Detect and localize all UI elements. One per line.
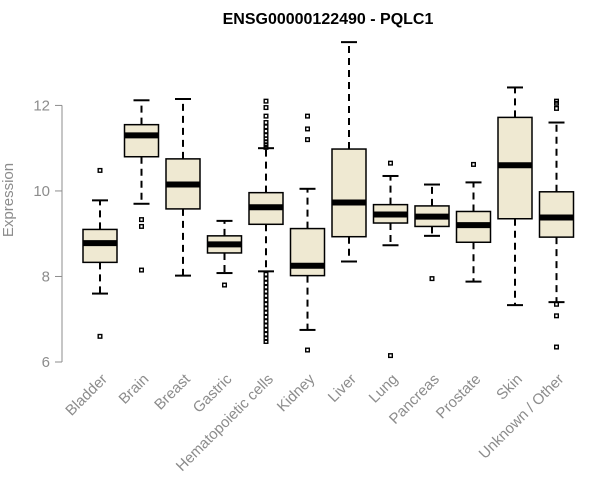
outlier-point [263, 323, 269, 329]
x-tick-label: Brain [116, 371, 153, 408]
y-tick-label: 12 [33, 97, 50, 114]
outlier-point [263, 327, 269, 333]
outlier-point [221, 282, 227, 288]
x-tick-label: Prostate [433, 371, 485, 423]
outlier-point [305, 126, 311, 132]
outlier-point [554, 344, 560, 350]
outlier-point [263, 284, 269, 290]
outlier-point [305, 137, 311, 143]
outlier-point [97, 333, 103, 339]
outlier-point [429, 276, 435, 282]
y-tick-label: 8 [42, 268, 50, 285]
outlier-point [388, 160, 394, 166]
x-tick-label: Skin [493, 371, 526, 404]
box [331, 148, 367, 238]
y-axis-label: Expression [0, 163, 17, 237]
outlier-point [138, 267, 144, 273]
outlier-point [388, 353, 394, 359]
outlier-point [263, 338, 269, 344]
outlier-point [263, 144, 269, 150]
outlier-point [263, 120, 269, 126]
x-tick-label: Breast [151, 370, 194, 413]
outlier-point [263, 113, 269, 119]
y-tick-label: 10 [33, 183, 50, 200]
outlier-point [471, 161, 477, 167]
outlier-point [138, 223, 144, 229]
outlier-point [305, 113, 311, 119]
outlier-point [263, 128, 269, 134]
chart-title: ENSG00000122490 - PQLC1 [223, 11, 434, 28]
x-tick-label: Liver [325, 371, 360, 406]
outlier-point [263, 297, 269, 303]
box [123, 123, 160, 158]
outlier-point [263, 105, 269, 111]
outlier-point [554, 313, 560, 319]
outlier-point [263, 293, 269, 299]
outlier-point [263, 310, 269, 316]
outlier-point [263, 331, 269, 337]
outlier-point [554, 105, 560, 111]
outlier-point [263, 271, 269, 277]
outlier-point [263, 314, 269, 320]
outlier-point [263, 98, 269, 104]
outlier-point [554, 100, 560, 106]
outlier-point [263, 280, 269, 286]
outlier-point [263, 301, 269, 307]
y-tick-label: 6 [42, 354, 50, 371]
outlier-point [138, 217, 144, 223]
x-tick-label: Bladder [62, 371, 111, 420]
x-tick-label: Kidney [274, 370, 319, 415]
x-tick-label: Lung [366, 371, 402, 407]
outlier-point [97, 167, 103, 173]
outlier-point [263, 124, 269, 130]
outlier-point [263, 306, 269, 312]
outlier-point [554, 301, 560, 307]
outlier-point [263, 142, 269, 148]
outlier-point [305, 347, 311, 353]
outlier-point [263, 276, 269, 282]
outlier-point [263, 318, 269, 324]
outlier-point [263, 288, 269, 294]
